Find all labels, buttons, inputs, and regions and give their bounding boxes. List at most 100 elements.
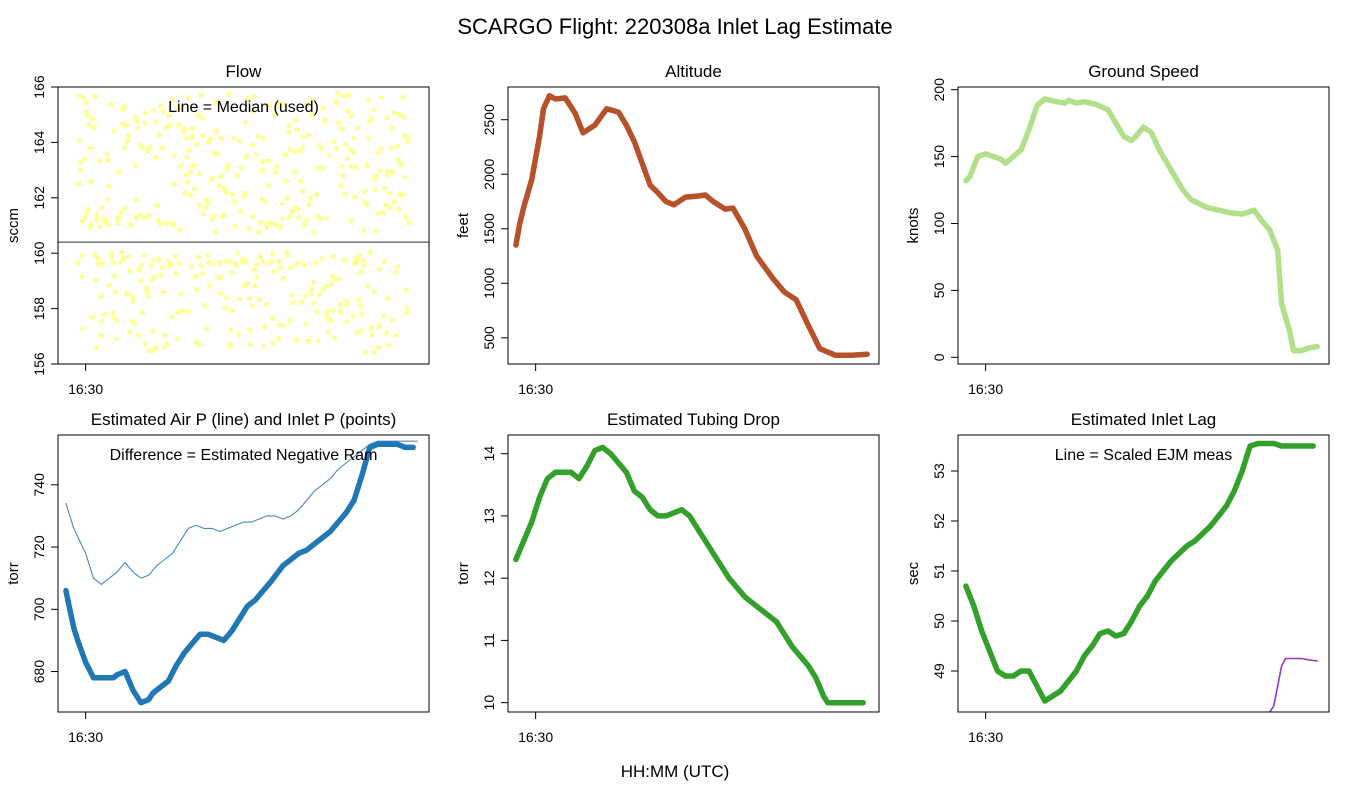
scatter-point xyxy=(403,310,410,316)
scatter-point xyxy=(236,331,242,338)
scatter-point xyxy=(179,308,186,314)
scatter-point xyxy=(182,126,188,133)
scatter-point xyxy=(287,317,293,324)
x-tick-label: 16:30 xyxy=(68,381,103,397)
scatter-point xyxy=(104,196,111,203)
scatter-point xyxy=(354,329,360,336)
scatter-point xyxy=(278,200,285,207)
scatter-point xyxy=(98,332,104,339)
scatter-point xyxy=(127,329,133,335)
scatter-point xyxy=(242,119,248,126)
scatter-point xyxy=(192,185,198,192)
scatter-point xyxy=(168,261,174,268)
scatter-point xyxy=(317,215,324,221)
scatter-point xyxy=(343,298,350,305)
scatter-point xyxy=(319,255,325,262)
scatter-point xyxy=(229,191,235,197)
scatter-point xyxy=(276,258,282,265)
scatter-point xyxy=(108,251,115,257)
scatter-point xyxy=(369,332,375,338)
scatter-point xyxy=(403,214,409,221)
scatter-point xyxy=(315,164,321,171)
plot-frame xyxy=(57,434,430,713)
y-tick-label: 12 xyxy=(481,570,497,586)
scatter-point xyxy=(114,220,121,226)
y-tick-label: 53 xyxy=(931,463,947,479)
scatter-point xyxy=(159,144,166,151)
scatter-point xyxy=(400,191,407,198)
scatter-point xyxy=(405,135,412,142)
panel-altitude: Altitude feet 500 1000 1500 2000 2500 16:30 xyxy=(455,62,880,397)
scatter-point xyxy=(396,192,403,198)
scatter-point xyxy=(75,259,81,266)
scatter-point xyxy=(332,335,338,341)
scatter-point xyxy=(92,277,99,283)
scatter-point xyxy=(166,112,173,118)
scatter-point xyxy=(142,341,149,347)
scatter-point xyxy=(253,151,259,158)
scatter-point xyxy=(226,91,232,98)
scatter-point xyxy=(80,94,87,101)
plot-frame xyxy=(57,86,430,365)
scatter-point xyxy=(160,289,166,296)
scatter-point xyxy=(298,299,305,305)
scatter-point xyxy=(139,310,146,316)
scatter-point xyxy=(341,257,348,263)
scatter-point xyxy=(307,195,313,201)
scatter-point xyxy=(278,224,284,230)
scatter-point xyxy=(229,307,236,313)
y-tick-label: 0 xyxy=(931,353,947,361)
plot-area xyxy=(513,92,870,359)
scatter-point xyxy=(246,295,253,302)
scatter-point xyxy=(388,144,394,151)
scatter-point xyxy=(154,202,160,209)
plot-area xyxy=(963,440,1318,712)
scatter-point xyxy=(289,292,295,299)
panel-title: Flow xyxy=(226,62,263,81)
scatter-point xyxy=(98,318,104,324)
scatter-point xyxy=(368,325,374,331)
scatter-point xyxy=(286,123,292,129)
scatter-point xyxy=(151,257,157,263)
scatter-point xyxy=(110,310,116,316)
scatter-point xyxy=(222,305,228,311)
scatter-point xyxy=(375,210,381,217)
scatter-point xyxy=(308,291,315,297)
scatter-point xyxy=(272,169,278,176)
scatter-point xyxy=(324,308,331,315)
scatter-point xyxy=(261,343,267,349)
scatter-point xyxy=(260,259,266,265)
x-tick-label: 16:30 xyxy=(518,381,553,397)
scatter-point xyxy=(334,90,341,96)
scatter-point xyxy=(171,220,177,226)
scatter-point xyxy=(99,204,105,211)
scatter-point xyxy=(91,124,97,131)
scatter-point xyxy=(142,110,149,116)
y-tick-label: 50 xyxy=(931,282,947,298)
scatter-point xyxy=(82,155,89,162)
scatter-point xyxy=(344,155,351,162)
panel-ground-speed: Ground Speed knots 0 50 100 150 200 16:30 xyxy=(905,62,1330,397)
scatter-point xyxy=(105,157,111,163)
scatter-point xyxy=(377,168,383,174)
scatter-point xyxy=(310,229,317,235)
y-axis-label: sec xyxy=(905,561,922,585)
scatter-point xyxy=(150,107,157,113)
scatter-point xyxy=(311,300,317,306)
scatter-point xyxy=(267,220,274,226)
scatter-point xyxy=(402,174,408,181)
scatter-point xyxy=(116,259,123,266)
y-tick-label: 2000 xyxy=(481,158,497,189)
scatter-point xyxy=(348,163,354,170)
scatter-point xyxy=(176,122,182,128)
scatter-point xyxy=(279,102,286,108)
scatter-point xyxy=(163,220,170,226)
y-tick-label: 13 xyxy=(481,508,497,524)
scatter-point xyxy=(159,264,165,271)
scatter-point xyxy=(106,183,112,189)
scatter-point xyxy=(327,152,333,159)
scatter-point xyxy=(401,114,407,120)
scatter-point xyxy=(111,273,118,279)
scatter-point xyxy=(245,95,251,102)
scatter-point xyxy=(207,136,214,142)
